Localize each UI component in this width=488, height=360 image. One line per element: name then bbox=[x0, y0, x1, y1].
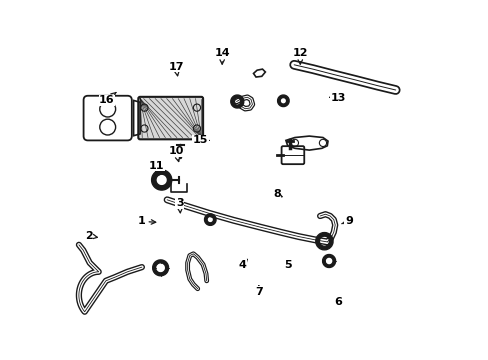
Text: 9: 9 bbox=[341, 216, 352, 226]
Text: 14: 14 bbox=[214, 48, 229, 64]
Text: 1: 1 bbox=[138, 216, 155, 226]
Text: 6: 6 bbox=[333, 297, 341, 307]
Text: 13: 13 bbox=[329, 93, 345, 103]
Text: 16: 16 bbox=[99, 93, 116, 105]
Text: 8: 8 bbox=[272, 189, 282, 199]
Text: 17: 17 bbox=[168, 62, 183, 76]
Text: 5: 5 bbox=[284, 260, 291, 270]
Text: 15: 15 bbox=[192, 135, 208, 145]
Text: 7: 7 bbox=[255, 286, 262, 297]
Text: 4: 4 bbox=[238, 259, 247, 270]
Text: 3: 3 bbox=[176, 198, 183, 213]
Text: 2: 2 bbox=[85, 231, 97, 241]
FancyBboxPatch shape bbox=[138, 97, 203, 139]
Text: 12: 12 bbox=[292, 48, 307, 64]
Text: 10: 10 bbox=[168, 146, 183, 162]
Text: 11: 11 bbox=[148, 161, 163, 175]
